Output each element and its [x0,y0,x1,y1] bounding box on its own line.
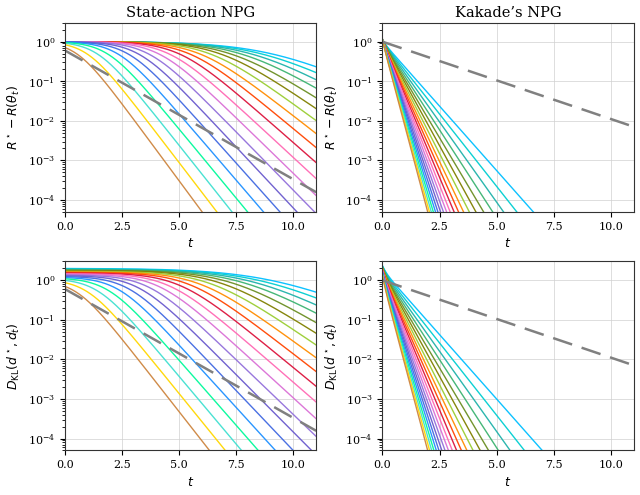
Y-axis label: $R^\star - R(\theta_t)$: $R^\star - R(\theta_t)$ [324,85,340,150]
Y-axis label: $D_{\mathrm{KL}}(d^\star, d_t)$: $D_{\mathrm{KL}}(d^\star, d_t)$ [6,322,22,390]
X-axis label: $t$: $t$ [187,237,194,250]
X-axis label: $t$: $t$ [504,237,512,250]
Title: Kakade’s NPG: Kakade’s NPG [455,6,561,20]
Y-axis label: $D_{\mathrm{KL}}(d^\star, d_t)$: $D_{\mathrm{KL}}(d^\star, d_t)$ [324,322,340,390]
X-axis label: $t$: $t$ [504,476,512,489]
Y-axis label: $R^\star - R(\theta_t)$: $R^\star - R(\theta_t)$ [6,85,22,150]
Title: State-action NPG: State-action NPG [126,6,255,20]
X-axis label: $t$: $t$ [187,476,194,489]
